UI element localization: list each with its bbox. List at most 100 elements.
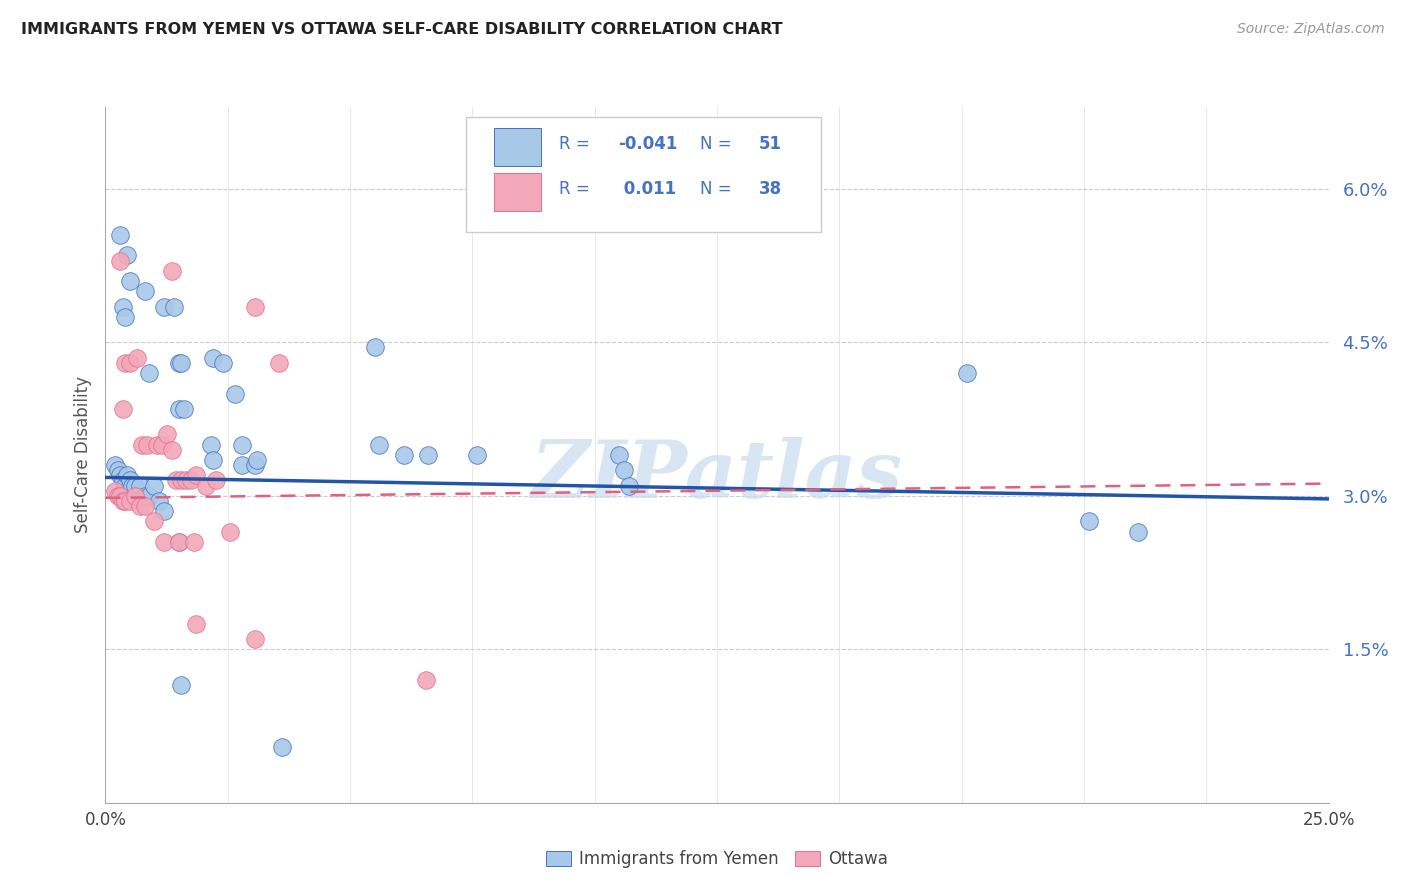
Point [146,438,169,452]
Point [108,253,131,268]
Point [136,438,159,452]
Point [607,448,630,462]
Point [415,673,437,687]
Point [128,499,150,513]
Point [124,478,146,492]
FancyBboxPatch shape [495,128,541,166]
Y-axis label: Self-Care Disability: Self-Care Disability [73,376,91,533]
Text: 38: 38 [759,180,782,198]
Point [202,453,225,467]
Text: 51: 51 [759,135,782,153]
Point [955,366,977,380]
Point [184,468,207,483]
Point [392,448,415,462]
Text: Source: ZipAtlas.com: Source: ZipAtlas.com [1237,22,1385,37]
Point [153,300,176,314]
Point [111,300,134,314]
Point [174,474,197,488]
Point [148,494,170,508]
Point [108,468,131,483]
Point [111,401,134,416]
Point [231,458,253,472]
Point [219,524,242,539]
Point [243,632,266,646]
Point [114,356,136,370]
Legend: Immigrants from Yemen, Ottawa: Immigrants from Yemen, Ottawa [538,843,896,874]
Point [270,739,292,754]
Point [224,386,246,401]
Point [243,458,266,472]
Text: ZIPatlas: ZIPatlas [531,437,903,515]
Point [613,463,636,477]
Point [167,535,190,549]
Point [153,535,176,549]
Point [111,474,134,488]
Point [165,474,187,488]
Point [114,494,136,508]
Point [170,474,193,488]
Point [107,489,129,503]
Text: 0.011: 0.011 [619,180,676,198]
Point [143,478,166,492]
Point [107,463,129,477]
Point [183,535,205,549]
Point [104,483,127,498]
Point [243,300,266,314]
Point [118,474,141,488]
Point [184,616,207,631]
Text: IMMIGRANTS FROM YEMEN VS OTTAWA SELF-CARE DISABILITY CORRELATION CHART: IMMIGRANTS FROM YEMEN VS OTTAWA SELF-CAR… [21,22,783,37]
Point [1126,524,1149,539]
Point [212,356,235,370]
Point [127,351,149,365]
Point [156,427,179,442]
Point [134,499,156,513]
Point [150,438,173,452]
Point [138,366,160,380]
Point [118,494,141,508]
Point [160,442,183,457]
Point [153,504,176,518]
Point [231,438,253,452]
Point [173,401,195,416]
Point [163,300,186,314]
Text: -0.041: -0.041 [619,135,678,153]
Point [134,489,156,503]
Point [143,515,166,529]
Point [368,438,391,452]
Point [124,489,146,503]
Point [117,248,139,262]
Point [204,474,226,488]
Point [128,478,150,492]
Point [465,448,488,462]
Text: R =: R = [560,180,591,198]
Point [418,448,440,462]
Point [202,351,225,365]
Point [111,494,134,508]
Text: R =: R = [560,135,591,153]
Text: N =: N = [700,135,731,153]
Point [160,264,183,278]
Point [617,478,640,492]
Text: N =: N = [700,180,731,198]
Point [104,458,127,472]
Point [114,310,136,324]
Point [131,438,153,452]
FancyBboxPatch shape [495,173,541,211]
Point [269,356,291,370]
Point [121,478,143,492]
Point [170,678,193,692]
FancyBboxPatch shape [467,118,821,232]
Point [117,468,139,483]
Point [170,356,193,370]
Point [118,356,141,370]
Point [108,489,131,503]
Point [1077,515,1099,529]
Point [108,227,131,242]
Point [180,474,202,488]
Point [114,478,136,492]
Point [363,341,385,355]
Point [134,284,156,298]
Point [167,356,190,370]
Point [200,438,222,452]
Point [194,478,217,492]
